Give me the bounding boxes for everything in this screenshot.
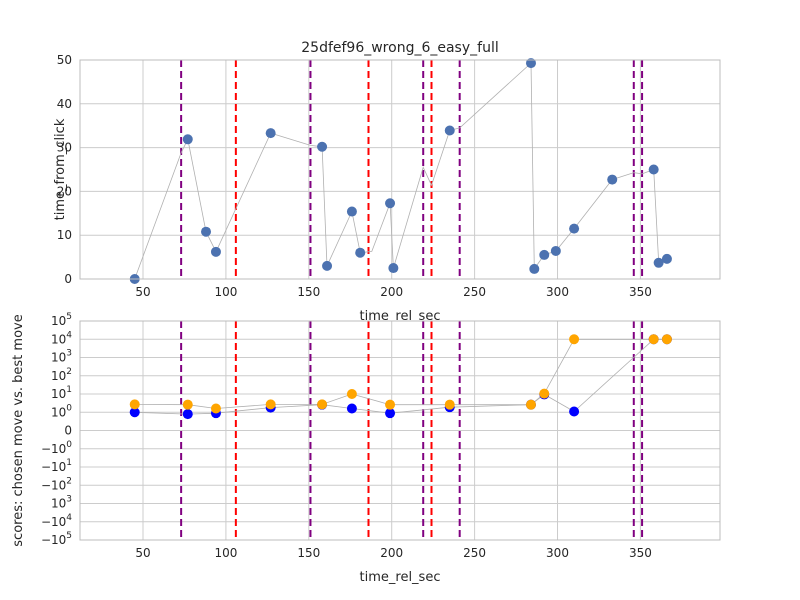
- y-tick-label: 40: [57, 97, 72, 111]
- best-move-point: [539, 388, 550, 399]
- top-tick-labels: 50 100 150 200 250 300 350 0 10 20 30 40 50: [57, 53, 652, 299]
- bottom-series: [129, 334, 672, 420]
- data-point: [265, 128, 276, 139]
- x-tick-label: 50: [135, 285, 150, 299]
- x-tick-label: 350: [629, 285, 652, 299]
- x-tick-label: 200: [380, 285, 403, 299]
- y-tick-label: −105: [41, 531, 72, 547]
- top-y-axis-label: time_from_click: [53, 118, 68, 220]
- y-tick-label: −102: [41, 476, 72, 492]
- chosen-move-point: [346, 403, 357, 414]
- top-axes-frame: [79, 59, 721, 280]
- data-point: [529, 263, 540, 274]
- best-move-point: [385, 399, 396, 410]
- x-tick-label: 150: [297, 546, 320, 560]
- data-point: [182, 134, 193, 145]
- data-point: [444, 125, 455, 136]
- data-point: [648, 164, 659, 175]
- best-move-point: [317, 399, 328, 410]
- data-point: [385, 198, 396, 209]
- bottom-x-axis-label: time_rel_sec: [360, 570, 441, 585]
- best-move-point: [210, 403, 221, 414]
- y-tick-label: 0: [64, 272, 72, 286]
- data-point: [525, 58, 536, 69]
- x-tick-label: 200: [380, 546, 403, 560]
- y-tick-label: −100: [41, 440, 72, 456]
- bottom-tick-labels: 50 100 150 200 250 300 350 105 104 103 102 101 100 0 −…: [41, 312, 652, 560]
- data-point: [569, 223, 580, 234]
- best-move-point: [265, 399, 276, 410]
- best-move-point: [661, 334, 672, 345]
- x-tick-label: 350: [629, 546, 652, 560]
- y-tick-label: 10: [57, 228, 72, 242]
- data-point: [322, 260, 333, 271]
- y-tick-label: 104: [51, 330, 72, 346]
- chosen-move-point: [182, 409, 193, 420]
- best-move-point: [525, 399, 536, 410]
- y-tick-label: 100: [51, 403, 72, 419]
- y-tick-label: 101: [51, 385, 72, 401]
- bottom-event-lines: [180, 321, 644, 540]
- x-tick-label: 100: [214, 546, 237, 560]
- chosen-move-point: [569, 406, 580, 417]
- x-tick-label: 100: [214, 285, 237, 299]
- y-tick-label: 30: [57, 141, 72, 155]
- y-tick-label: 105: [51, 312, 72, 328]
- top-axes: 50 100 150 200 250 300 350 0 10 20 30 40 50 25dfef96…: [53, 40, 721, 324]
- best-move-point: [346, 389, 357, 399]
- chart-title: 25dfef96_wrong_6_easy_full: [301, 40, 498, 56]
- y-tick-label: 50: [57, 53, 72, 67]
- x-tick-label: 150: [297, 285, 320, 299]
- x-tick-label: 50: [135, 546, 150, 560]
- data-point: [346, 206, 357, 217]
- data-point: [317, 141, 328, 152]
- x-tick-label: 300: [546, 546, 569, 560]
- x-tick-label: 250: [463, 546, 486, 560]
- data-point: [201, 226, 212, 237]
- y-tick-label: 103: [51, 495, 72, 511]
- best-move-point: [648, 334, 659, 345]
- data-point: [539, 249, 550, 260]
- best-move-point: [569, 334, 580, 345]
- bottom-axes: 50 100 150 200 250 300 350 105 104 103 102 101 100 0 −…: [11, 312, 721, 585]
- top-series-line: [134, 62, 668, 280]
- data-point: [210, 246, 221, 257]
- y-tick-label: 20: [57, 184, 72, 198]
- bottom-y-axis-label: scores: chosen move vs. best move: [11, 314, 26, 546]
- top-series-points: [129, 58, 672, 284]
- data-point: [661, 253, 672, 264]
- chosen-move-point: [385, 408, 396, 419]
- x-tick-label: 300: [546, 285, 569, 299]
- y-tick-label: 102: [51, 367, 72, 383]
- chosen-move-point: [129, 407, 140, 418]
- data-point: [607, 174, 618, 185]
- top-x-axis-label: time_rel_sec: [360, 309, 441, 324]
- y-tick-label: 103: [51, 349, 72, 365]
- x-tick-label: 250: [463, 285, 486, 299]
- best-move-point: [129, 399, 140, 410]
- y-tick-label: −104: [41, 513, 72, 529]
- data-point: [355, 247, 366, 258]
- best-move-point: [444, 399, 455, 410]
- data-point: [550, 245, 561, 256]
- data-point: [388, 263, 399, 274]
- data-point: [653, 257, 664, 268]
- top-plot-area: [80, 60, 720, 279]
- y-tick-label: 0: [64, 424, 72, 438]
- best-move-point: [182, 399, 193, 410]
- top-event-lines: [180, 60, 644, 279]
- y-tick-label: −101: [41, 458, 72, 474]
- bottom-axes-frame: [79, 320, 721, 541]
